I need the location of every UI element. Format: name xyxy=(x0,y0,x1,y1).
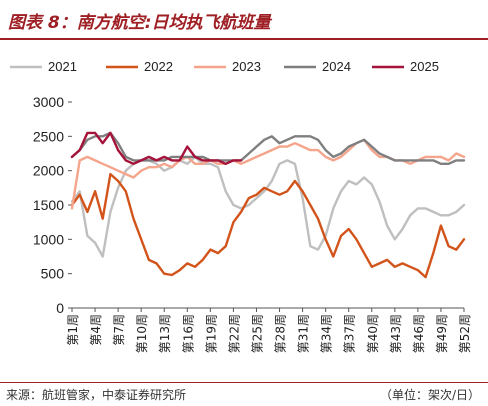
y-tick-label: 1500 xyxy=(33,197,64,213)
x-tick-label: 第13周 xyxy=(158,314,172,353)
y-tick-label: 3000 xyxy=(33,94,64,110)
series-line-2025 xyxy=(70,131,243,165)
series-line-2023 xyxy=(70,138,466,210)
y-tick-label: 500 xyxy=(41,266,65,282)
x-tick-label: 第49周 xyxy=(435,314,449,353)
x-tick-label: 第25周 xyxy=(250,314,264,353)
y-tick-label: 2500 xyxy=(33,128,64,144)
y-tick-label: 0 xyxy=(56,300,64,316)
x-tick-label: 第7周 xyxy=(112,314,126,346)
series-line-2024 xyxy=(70,131,466,165)
y-tick-label: 1000 xyxy=(33,231,64,247)
x-tick-label: 第31周 xyxy=(297,314,311,353)
legend-label-2025: 2025 xyxy=(410,59,439,74)
footer-divider xyxy=(0,382,488,383)
legend-label-2022: 2022 xyxy=(144,59,173,74)
title-bar: 图表 8：南方航空:日均执飞航班量 xyxy=(0,0,488,40)
x-tick-label: 第28周 xyxy=(274,314,288,353)
legend-label-2023: 2023 xyxy=(232,59,261,74)
series-line-2022 xyxy=(70,172,466,279)
x-tick-label: 第1周 xyxy=(66,314,80,346)
chart: 2021 2022 2023 2024 2025 0 500 1000 1500 2000 2500… xyxy=(10,59,472,353)
y-tick-label: 2000 xyxy=(33,163,64,179)
unit-note: （单位：架次/日） xyxy=(379,388,480,402)
x-tick-label: 第46周 xyxy=(412,314,426,353)
x-tick-label: 第19周 xyxy=(204,314,218,353)
x-tick-label: 第22周 xyxy=(227,314,241,353)
x-tick-label: 第34周 xyxy=(320,314,334,353)
x-tick-label: 第4周 xyxy=(89,314,103,346)
legend-label-2024: 2024 xyxy=(322,59,351,74)
x-tick-label: 第52周 xyxy=(458,314,472,353)
chart-title: 图表 8：南方航空:日均执飞航班量 xyxy=(8,13,271,33)
x-tick-label: 第40周 xyxy=(366,314,380,353)
x-tick-label: 第16周 xyxy=(181,314,195,353)
x-tick-label: 第37周 xyxy=(343,314,357,353)
legend-label-2021: 2021 xyxy=(48,59,77,74)
x-tick-label: 第10周 xyxy=(135,314,149,353)
x-tick-label: 第43周 xyxy=(389,314,403,353)
source-note: 来源：航班管家，中泰证券研究所 xyxy=(6,388,187,402)
